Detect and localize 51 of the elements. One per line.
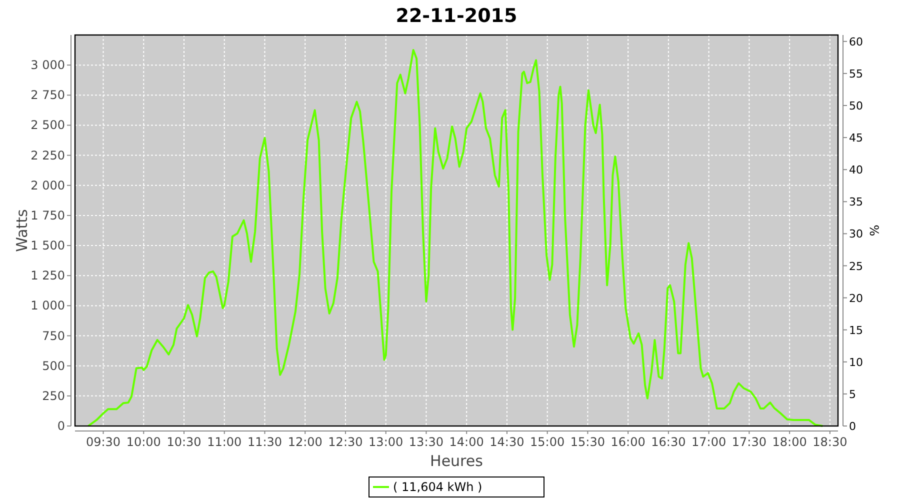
- x-tick-label: 15:00: [530, 435, 565, 449]
- y-tick-label: 2 250: [30, 148, 65, 162]
- x-tick-label: 17:00: [692, 435, 726, 449]
- chart-title: 22-11-2015: [396, 5, 518, 27]
- y2-tick-label: 55: [849, 67, 863, 80]
- y2-axis-title: %: [867, 224, 881, 236]
- x-tick-label: 17:30: [732, 435, 766, 449]
- y2-tick-label: 60: [849, 35, 863, 48]
- y2-tick-label: 25: [849, 260, 863, 273]
- x-tick-label: 10:00: [126, 435, 161, 449]
- x-tick-label: 10:30: [166, 435, 202, 449]
- x-tick-label: 16:00: [610, 435, 646, 449]
- y-tick-label: 250: [42, 388, 65, 403]
- y-axis-title: Watts: [13, 209, 31, 252]
- x-tick-label: 11:00: [207, 435, 242, 449]
- y2-tick-label: 20: [849, 292, 863, 305]
- x-tick-label: 15:30: [570, 435, 605, 449]
- y2-tick-label: 50: [849, 100, 863, 113]
- x-tick-label: 18:00: [772, 435, 807, 449]
- y-tick-label: 1 250: [30, 268, 65, 283]
- x-tick-label: 12:00: [288, 435, 322, 449]
- x-tick-label: 14:00: [449, 435, 484, 449]
- y2-tick-label: 40: [849, 164, 863, 177]
- y-tick-label: 2 500: [30, 118, 65, 132]
- line-series: [87, 49, 824, 427]
- y-tick-label: 2 750: [30, 88, 65, 102]
- x-tick-label: 12:30: [328, 435, 363, 449]
- y2-tick-label: 0: [849, 420, 856, 433]
- y-tick-label: 1 500: [30, 238, 65, 253]
- y2-tick-label: 15: [849, 324, 863, 337]
- y-tick-label: 1 000: [30, 298, 65, 313]
- y-tick-label: 2 000: [30, 178, 65, 192]
- y-tick-label: 3 000: [30, 58, 65, 72]
- y-tick-label: 0: [57, 419, 65, 433]
- y2-tick-label: 35: [849, 196, 863, 209]
- x-tick-label: 09:30: [86, 435, 121, 449]
- legend-label: ( 11,604 kWh ): [393, 480, 482, 494]
- y2-tick-label: 30: [849, 228, 863, 241]
- y2-tick-label: 10: [849, 356, 863, 369]
- y-tick-label: 750: [42, 328, 65, 343]
- x-tick-label: 13:30: [408, 435, 444, 449]
- y-tick-label: 500: [42, 358, 65, 373]
- x-axis-title: Heures: [430, 452, 484, 470]
- y2-tick-label: 45: [849, 132, 863, 145]
- x-tick-label: 13:00: [368, 435, 404, 449]
- x-tick-label: 11:30: [247, 435, 282, 449]
- x-tick-label: 16:30: [651, 435, 686, 449]
- y2-tick-label: 5: [849, 388, 856, 401]
- y-tick-label: 1 750: [30, 208, 65, 222]
- x-tick-label: 14:30: [490, 435, 524, 449]
- x-tick-label: 18:30: [812, 435, 848, 449]
